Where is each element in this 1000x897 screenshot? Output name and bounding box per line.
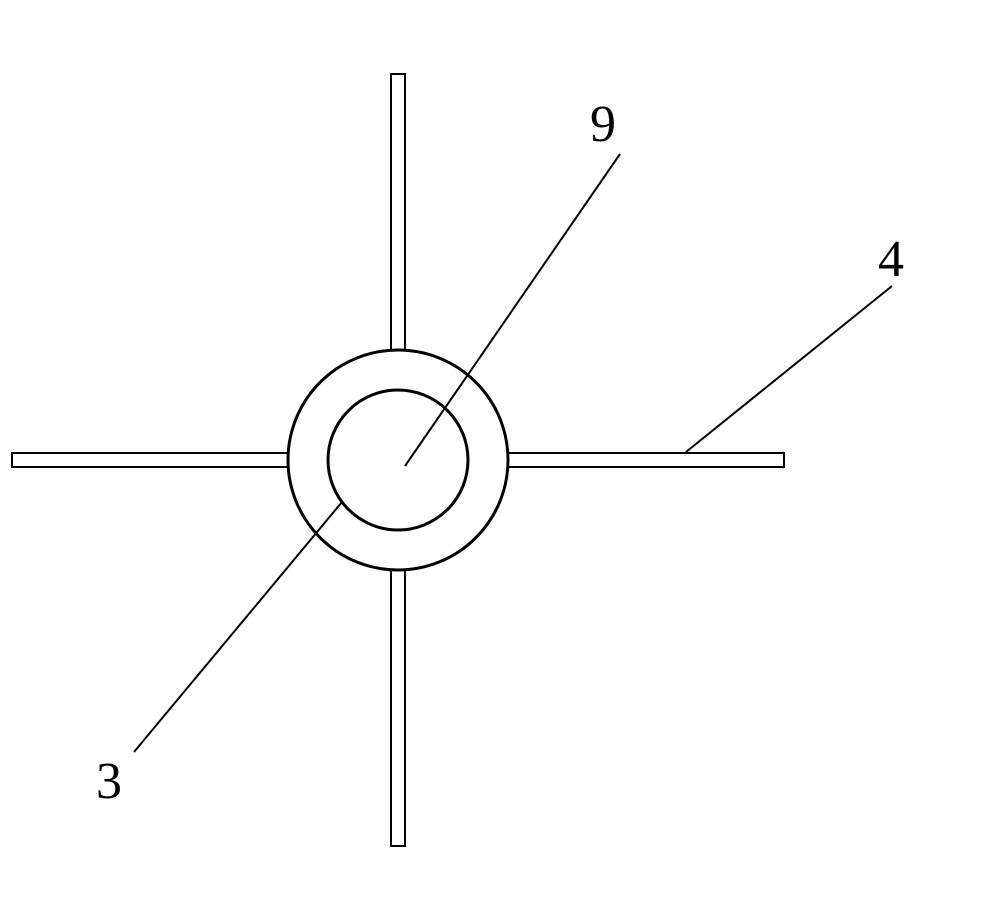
callout-line-9 <box>405 154 620 466</box>
callout-line-3 <box>134 502 342 752</box>
callout-label-3: 3 <box>96 752 122 811</box>
spoke-top <box>391 74 405 350</box>
callout-line-4 <box>686 286 892 452</box>
diagram-container: 9 4 3 <box>0 0 1000 892</box>
spoke-left <box>12 453 288 467</box>
spoke-bottom <box>391 570 405 846</box>
callout-label-9: 9 <box>590 95 616 154</box>
spoke-right <box>508 453 784 467</box>
callout-label-4: 4 <box>878 230 904 289</box>
hub-inner-circle <box>328 390 468 530</box>
mechanical-diagram <box>0 0 1000 892</box>
